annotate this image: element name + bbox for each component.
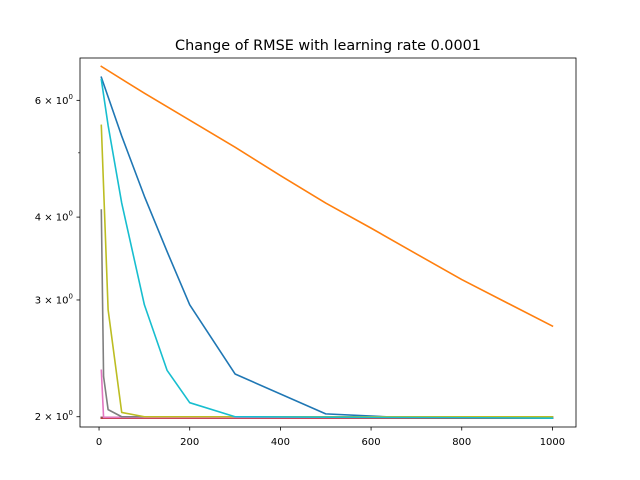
y-tick-label: 4 × 100 xyxy=(35,210,73,224)
y-tick-label-exponent: 0 xyxy=(69,292,73,300)
x-tick-label: 0 xyxy=(96,437,102,448)
y-tick-label-times: × 10 xyxy=(41,412,68,423)
y-tick-label-times: × 10 xyxy=(41,295,68,306)
x-tick-label: 200 xyxy=(180,437,199,448)
y-tick-label-times: × 10 xyxy=(41,213,68,224)
chart-title: Change of RMSE with learning rate 0.0001 xyxy=(175,38,481,54)
y-tick-label: 3 × 100 xyxy=(35,292,73,306)
plot-frame xyxy=(79,57,577,428)
x-axis: 0 200 400 600 800 1000 xyxy=(96,427,565,448)
y-tick-label-times: × 10 xyxy=(41,96,68,107)
x-tick-label: 1000 xyxy=(540,437,565,448)
y-tick-label-base: 4 xyxy=(35,213,41,224)
y-tick-label-exponent: 0 xyxy=(69,409,73,417)
y-tick-label-base: 2 xyxy=(35,412,41,423)
series-line-10 xyxy=(100,78,554,419)
x-tick-label: 400 xyxy=(271,437,290,448)
y-tick-label-base: 6 xyxy=(35,96,41,107)
y-tick-label: 6 × 100 xyxy=(35,93,73,107)
y-tick-label: 2 × 100 xyxy=(35,409,73,423)
y-tick-label-exponent: 0 xyxy=(69,93,73,101)
y-tick-label-base: 3 xyxy=(35,295,41,306)
x-tick-label: 600 xyxy=(362,437,381,448)
y-tick-label-exponent: 0 xyxy=(69,210,73,218)
series-line-2 xyxy=(100,65,554,328)
x-tick-label: 800 xyxy=(452,437,471,448)
series-layer xyxy=(100,65,554,419)
